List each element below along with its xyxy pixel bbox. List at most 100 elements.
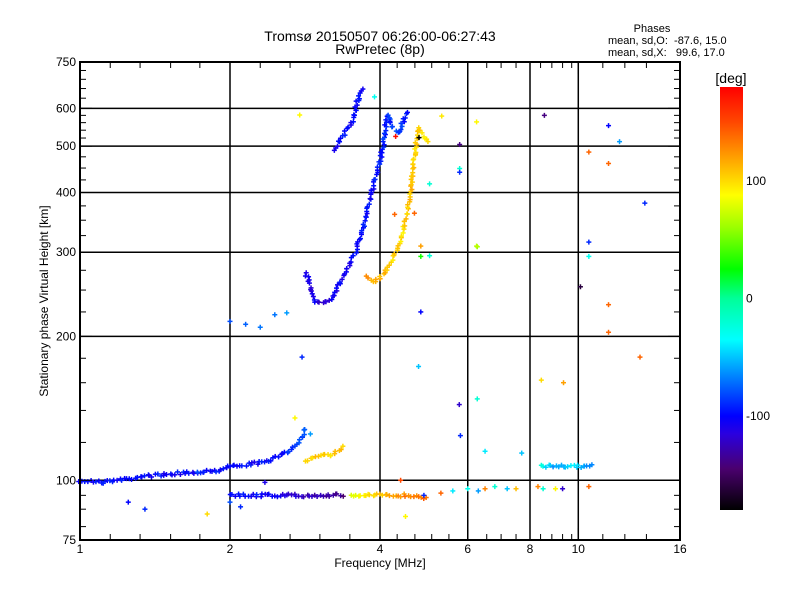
trace-point <box>416 494 422 500</box>
trace-point <box>310 455 316 461</box>
scatter-point <box>427 253 433 259</box>
scatter-point <box>475 488 481 494</box>
trace-point <box>398 233 404 239</box>
trace-point <box>316 299 322 305</box>
scatter-point <box>418 253 424 259</box>
trace-point <box>403 216 409 222</box>
x-tick-label: 6 <box>464 542 471 556</box>
trace-point <box>366 492 372 498</box>
trace-point <box>328 452 334 458</box>
scatter-point <box>606 329 612 335</box>
scatter-point <box>482 448 488 454</box>
trace-point <box>401 119 407 125</box>
trace-point <box>338 135 344 141</box>
trace-point <box>550 464 556 470</box>
y-axis-label: Stationary phase Virtual Height [km] <box>37 205 51 396</box>
trace-point <box>404 211 410 217</box>
trace-point <box>407 191 413 197</box>
scatter-point <box>474 119 480 125</box>
scatter-point <box>307 431 313 437</box>
trace-point <box>330 293 336 299</box>
trace-point <box>356 96 362 102</box>
y-tick-label: 300 <box>56 245 76 259</box>
scatter-point <box>617 139 623 145</box>
scatter-point <box>586 253 592 259</box>
trace-point <box>381 130 387 136</box>
trace-point <box>382 122 388 128</box>
trace-point <box>340 443 346 449</box>
trace-point <box>387 120 393 126</box>
trace-point <box>244 463 250 469</box>
x-tick-label: 2 <box>227 542 234 556</box>
y-tick-label: 600 <box>56 101 76 115</box>
trace-point <box>565 464 571 470</box>
scatter-point <box>372 94 378 100</box>
trace-point <box>556 464 562 470</box>
trace-point <box>332 448 338 454</box>
trace-point <box>391 251 397 257</box>
trace-point <box>186 470 192 476</box>
trace-point <box>385 112 391 118</box>
chart-title: Tromsø 20150507 06:26:00-06:27:43 <box>264 28 496 44</box>
trace-point <box>398 120 404 126</box>
colorbar-label: [deg] <box>715 70 746 86</box>
scatter-point <box>456 402 462 408</box>
trace-point <box>365 275 371 281</box>
scatter-point <box>504 486 510 492</box>
trace-point <box>326 297 332 303</box>
trace-point <box>239 463 245 469</box>
trace-point <box>201 469 207 475</box>
scatter-point <box>606 123 612 129</box>
scatter-point <box>416 363 422 369</box>
trace-point <box>350 119 356 125</box>
trace-point <box>177 471 183 477</box>
trace-point <box>547 462 553 468</box>
scatter-point <box>642 200 648 206</box>
scatter-point <box>474 243 480 249</box>
trace-point <box>309 291 315 297</box>
trace-point <box>308 288 314 294</box>
trace-point <box>255 461 261 467</box>
scatter-point <box>257 324 263 330</box>
scatter-point <box>142 506 148 512</box>
trace-point <box>334 491 340 497</box>
trace-point <box>229 492 235 498</box>
trace-point <box>425 139 431 145</box>
trace-point <box>129 476 135 482</box>
trace-point <box>416 128 422 134</box>
trace-point <box>367 196 373 202</box>
y-tick-label: 500 <box>56 139 76 153</box>
trace-point <box>413 149 419 155</box>
trace-point <box>306 280 312 286</box>
trace-point <box>286 448 292 454</box>
trace-point <box>163 471 169 477</box>
trace-point <box>350 253 356 259</box>
x-axis-label: Frequency [MHz] <box>334 556 425 570</box>
trace-point <box>372 176 378 182</box>
trace-point <box>368 187 374 193</box>
trace-point <box>342 128 348 134</box>
trace-point <box>366 201 372 207</box>
trace-point <box>353 107 359 113</box>
phases-legend-title: Phases <box>634 23 671 35</box>
trace-point <box>399 123 405 129</box>
x-tick-label: 8 <box>527 542 534 556</box>
scatter-point <box>457 169 463 175</box>
trace-point <box>142 473 148 479</box>
trace-point <box>268 458 274 464</box>
trace-point <box>405 202 411 208</box>
trace-point <box>276 454 282 460</box>
trace-point <box>335 143 341 149</box>
y-tick-label: 750 <box>56 55 76 69</box>
trace-point <box>402 223 408 229</box>
scatter-point <box>418 243 424 249</box>
scatter-point <box>243 321 249 327</box>
trace-point <box>359 228 365 234</box>
trace-point <box>155 471 161 477</box>
trace-point <box>404 109 410 115</box>
scatter-point <box>416 135 422 141</box>
scatter-point <box>552 486 558 492</box>
colorbar-gradient <box>720 87 743 510</box>
trace-point <box>353 250 359 256</box>
y-tick-label: 100 <box>56 473 76 487</box>
